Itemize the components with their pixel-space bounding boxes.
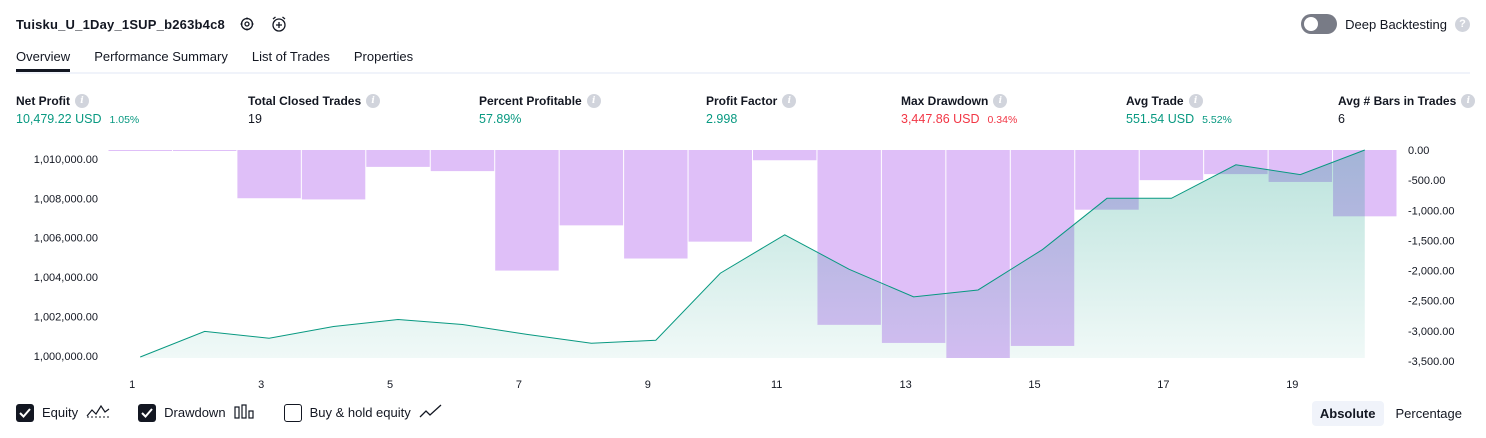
x-axis-tick-label: 7 — [516, 379, 522, 391]
right-axis-tick-label: -2,500.00 — [1408, 296, 1454, 308]
metric-percent: 0.34% — [987, 114, 1018, 126]
metric-value: 3,447.86 USD — [901, 112, 980, 126]
info-icon[interactable]: i — [993, 94, 1008, 108]
drawdown-bar — [237, 150, 301, 199]
tab-performance-summary[interactable]: Performance Summary — [94, 49, 228, 64]
metric-title: Profit Factor — [706, 94, 778, 108]
drawdown-bar — [430, 150, 495, 172]
tab-overview[interactable]: Overview — [16, 46, 71, 72]
metric-avg-bars-in-trades: Avg # Bars in Trades i 6 — [1338, 94, 1476, 126]
x-axis-tick-label: 17 — [1157, 379, 1169, 391]
metric-title: Total Closed Trades — [248, 94, 362, 108]
metric-percent: 5.52% — [1202, 114, 1232, 126]
metric-total-closed-trades: Total Closed Trades i 19 — [248, 94, 381, 126]
drawdown-bar — [172, 150, 237, 151]
metric-profit-factor: Profit Factor i 2.998 — [706, 94, 797, 126]
left-axis-tick-label: 1,006,000.00 — [34, 233, 98, 245]
tabs-divider — [16, 72, 1470, 74]
left-axis-tick-label: 1,000,000.00 — [34, 351, 98, 363]
info-icon[interactable]: i — [366, 94, 381, 108]
value-mode-switch: Absolute Percentage — [1311, 401, 1470, 426]
drawdown-bar — [495, 150, 559, 271]
right-axis-tick-label: -3,500.00 — [1408, 356, 1454, 368]
x-axis-tick-label: 3 — [258, 379, 264, 391]
chart-legend: Equity Drawdown Buy & hold equity — [16, 403, 443, 422]
buy-hold-line-icon — [419, 403, 443, 422]
metric-value: 6 — [1338, 112, 1345, 126]
right-axis-tick-label: -1,500.00 — [1408, 235, 1454, 247]
right-axis-tick-label: -2,000.00 — [1408, 266, 1454, 278]
deep-backtesting-toggle[interactable] — [1301, 14, 1338, 34]
metric-value: 551.54 USD — [1126, 112, 1195, 126]
metric-value: 10,479.22 USD — [16, 112, 102, 126]
x-axis-tick-label: 9 — [645, 379, 651, 391]
metric-title: Percent Profitable — [479, 94, 582, 108]
settings-gear-icon[interactable] — [237, 14, 257, 34]
equity-line — [140, 149, 1365, 358]
x-axis-tick-label: 15 — [1028, 379, 1040, 391]
metric-title: Max Drawdown — [901, 94, 989, 108]
metric-title: Avg Trade — [1126, 94, 1184, 108]
right-axis-tick-label: -3,000.00 — [1408, 326, 1454, 338]
add-alert-icon[interactable] — [269, 14, 289, 34]
drawdown-bar — [753, 150, 817, 161]
left-axis-tick-label: 1,002,000.00 — [34, 312, 98, 324]
absolute-button[interactable]: Absolute — [1311, 401, 1384, 426]
drawdown-bar — [301, 150, 366, 200]
metric-percent: 1.05% — [109, 114, 140, 126]
left-axis-tick-label: 1,010,000.00 — [34, 154, 98, 166]
percentage-button[interactable]: Percentage — [1395, 406, 1463, 421]
help-icon[interactable]: ? — [1455, 16, 1470, 32]
legend-buy-hold-equity[interactable]: Buy & hold equity — [283, 403, 443, 422]
x-axis-tick-label: 5 — [387, 379, 393, 391]
drawdown-bar — [366, 150, 430, 167]
tab-list-of-trades[interactable]: List of Trades — [251, 49, 330, 64]
x-axis-tick-label: 13 — [900, 379, 912, 391]
legend-label: Equity — [42, 405, 79, 420]
metric-net-profit: Net Profit i 10,479.22 USD 1.05% — [16, 94, 139, 126]
metric-title: Net Profit — [16, 94, 70, 108]
deep-backtesting-label: Deep Backtesting — [1345, 16, 1447, 32]
x-axis-tick-label: 11 — [771, 379, 782, 391]
info-icon[interactable]: i — [586, 94, 601, 108]
right-axis-tick-label: 0.00 — [1408, 145, 1429, 157]
metric-max-drawdown: Max Drawdown i 3,447.86 USD 0.34% — [901, 94, 1017, 126]
drawdown-bar — [688, 150, 752, 242]
drawdown-bar — [1139, 150, 1204, 181]
left-axis-tick-label: 1,008,000.00 — [34, 193, 98, 205]
deep-backtesting: Deep Backtesting ? — [1301, 14, 1470, 34]
metric-value: 19 — [248, 112, 262, 126]
right-axis-tick-label: -1,000.00 — [1408, 205, 1454, 217]
x-axis-tick-label: 1 — [129, 379, 135, 391]
info-icon[interactable]: i — [75, 94, 89, 108]
info-icon[interactable]: i — [1461, 94, 1476, 108]
strategy-name: Tuisku_U_1Day_1SUP_b263b4c8 — [16, 16, 225, 32]
x-axis-tick-label: 19 — [1286, 379, 1298, 391]
info-icon[interactable]: i — [782, 94, 797, 108]
drawdown-bar — [559, 150, 624, 226]
info-icon[interactable]: i — [1188, 94, 1203, 108]
legend-drawdown[interactable]: Drawdown — [138, 403, 255, 422]
metric-percent-profitable: Percent Profitable i 57.89% — [479, 94, 601, 126]
right-axis-tick-label: -500.00 — [1408, 175, 1445, 187]
drawdown-bar — [108, 150, 172, 151]
equity-checkbox[interactable] — [16, 403, 34, 422]
equity-drawdown-chart[interactable]: 1,010,000.00 1,008,000.00 1,006,000.00 1,00… — [0, 140, 1486, 395]
left-axis-tick-label: 1,004,000.00 — [34, 272, 98, 284]
legend-equity[interactable]: Equity — [16, 403, 110, 422]
report-tabs: Overview Performance Summary List of Tra… — [16, 46, 413, 72]
legend-label: Drawdown — [164, 405, 226, 420]
legend-label: Buy & hold equity — [309, 405, 411, 420]
drawdown-bar — [624, 150, 688, 259]
metric-value: 2.998 — [706, 112, 738, 126]
buy-hold-checkbox[interactable] — [283, 403, 302, 422]
tab-properties[interactable]: Properties — [353, 49, 414, 64]
drawdown-bars-icon — [233, 403, 256, 422]
drawdown-checkbox[interactable] — [138, 403, 157, 422]
metric-avg-trade: Avg Trade i 551.54 USD 5.52% — [1126, 94, 1232, 126]
metric-value: 57.89% — [479, 112, 522, 126]
strategy-header: Tuisku_U_1Day_1SUP_b263b4c8 — [16, 12, 289, 36]
equity-line-icon — [86, 403, 110, 422]
metric-title: Avg # Bars in Trades — [1338, 94, 1457, 108]
